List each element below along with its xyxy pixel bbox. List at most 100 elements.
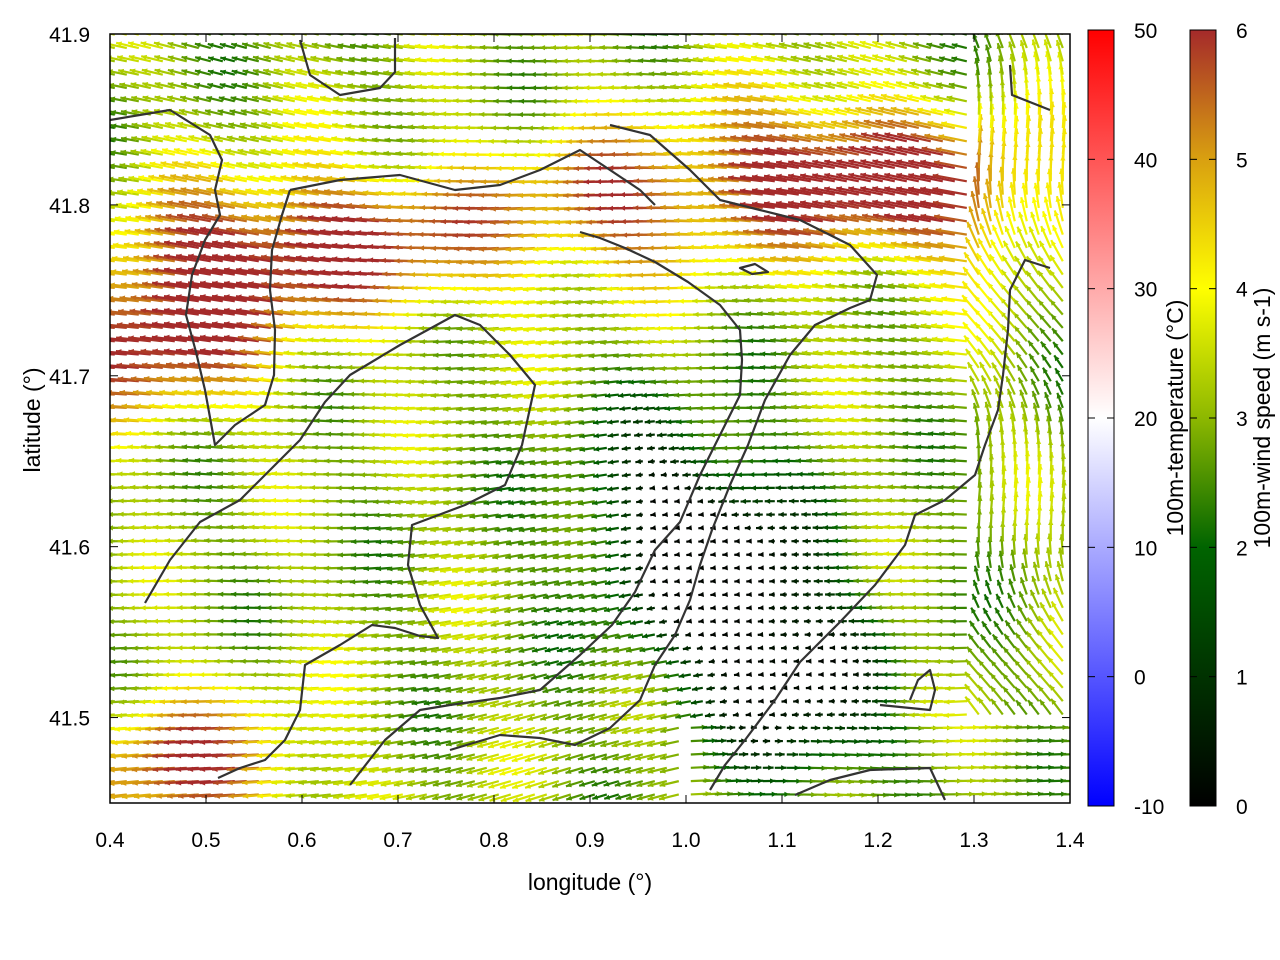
wind-arrow-head xyxy=(85,782,91,787)
wind-arrow-head xyxy=(500,783,506,789)
wind-arrow-head xyxy=(635,755,642,761)
wind-arrow-head xyxy=(838,711,845,718)
wind-arrow-head xyxy=(722,645,728,651)
wind-arrow-head xyxy=(217,618,224,624)
wind-arrow-head xyxy=(101,740,107,745)
wind-arrow-head xyxy=(622,675,629,681)
wind-arrow-head xyxy=(252,658,258,664)
wind-arrow-head xyxy=(478,715,484,721)
wind-arrow-head xyxy=(110,794,116,800)
wind-arrow-head xyxy=(1074,792,1079,797)
wind-arrow-head xyxy=(466,661,472,668)
wind-arrow-head xyxy=(920,685,927,691)
wind-arrow-head xyxy=(145,726,151,732)
wind-arrow-head xyxy=(187,766,194,772)
wind-arrow-head xyxy=(577,728,583,734)
wind-arrow-head xyxy=(721,738,727,744)
wind-arrow-head xyxy=(142,672,149,678)
wind-arrow-head xyxy=(722,631,728,637)
wind-arrow-head xyxy=(1026,631,1032,638)
wind-arrow-head xyxy=(368,768,375,774)
wind-arrow-head xyxy=(309,753,316,759)
wind-arrow-head xyxy=(746,658,752,664)
wind-arrow-head xyxy=(637,661,644,667)
wind-arrow-head xyxy=(862,698,868,704)
wind-arrow-head xyxy=(746,698,752,704)
wind-arrow-head xyxy=(343,673,349,679)
wind-arrow-head xyxy=(757,645,764,651)
wind-arrow-head xyxy=(358,633,364,639)
wind-arrow-head xyxy=(384,620,391,626)
wind-arrow-head xyxy=(589,661,596,667)
wind-arrow-head xyxy=(445,741,452,747)
wind-arrow-head xyxy=(445,754,452,760)
wind-arrow-head xyxy=(487,756,494,762)
wind-arrow-head xyxy=(710,724,717,731)
wind-arrow-head xyxy=(719,712,726,718)
wind-arrow-head xyxy=(911,631,917,638)
wind-arrow-head xyxy=(488,770,494,776)
wind-arrow-head xyxy=(384,700,391,706)
wind-arrow-head xyxy=(542,688,549,694)
wind-arrow-head xyxy=(200,726,207,732)
wind-arrow-head xyxy=(203,712,209,718)
wind-arrow-head xyxy=(333,780,339,786)
wind-arrow-head xyxy=(931,699,938,705)
wind-arrow-head xyxy=(567,674,574,680)
wind-arrow-head xyxy=(624,768,631,774)
wind-arrow-head xyxy=(454,661,461,667)
wind-arrow-head xyxy=(355,781,362,787)
wind-arrow-head xyxy=(489,716,496,722)
wind-arrow-head xyxy=(804,698,811,704)
wind-arrow-head xyxy=(526,729,533,735)
wind-arrow-head xyxy=(541,701,548,707)
wind-arrow-head xyxy=(948,645,955,651)
wind-arrow-head xyxy=(248,685,255,691)
wind-arrow-head xyxy=(434,754,441,760)
wind-arrow-head xyxy=(780,711,787,718)
wind-arrow-head xyxy=(946,672,952,678)
wind-arrow-head xyxy=(420,781,427,787)
wind-arrow-head xyxy=(625,781,632,787)
wind-arrow-head xyxy=(444,674,451,680)
wind-arrow-head xyxy=(455,674,462,681)
wind-arrow-head xyxy=(556,634,563,640)
wind-arrow-head xyxy=(332,740,339,746)
wind-arrow-head xyxy=(383,740,390,747)
wind-arrow-head xyxy=(333,794,339,800)
wind-arrow-head xyxy=(271,712,278,718)
wind-arrow-head xyxy=(320,740,327,746)
wind-arrow-head xyxy=(792,751,799,758)
wind-arrow-head xyxy=(544,647,551,653)
wind-arrow-head xyxy=(396,647,403,653)
wind-arrow-head xyxy=(590,755,596,761)
wind-arrow-head xyxy=(793,685,800,691)
wind-arrow-head xyxy=(660,754,666,761)
wind-arrow-head xyxy=(418,620,424,627)
wind-arrow-head xyxy=(227,780,233,786)
wind-arrow-head xyxy=(600,742,607,748)
wind-arrow-head xyxy=(769,671,776,678)
wind-arrow-head xyxy=(175,739,182,745)
wind-arrow-head xyxy=(850,631,856,638)
wind-arrow-head xyxy=(538,769,545,775)
wind-arrow-head xyxy=(677,686,683,692)
wind-arrow-head xyxy=(990,673,996,680)
wind-arrow-head xyxy=(977,672,984,679)
wind-arrow-head xyxy=(423,700,430,706)
wind-arrow-head xyxy=(256,766,263,772)
wind-arrow-head xyxy=(555,674,562,680)
wind-arrow-head xyxy=(165,631,171,638)
wind-arrow-head xyxy=(551,756,558,762)
wind-arrow-head xyxy=(531,647,538,653)
wind-arrow-head xyxy=(840,698,846,704)
wind-arrow-head xyxy=(310,780,317,786)
wind-arrow-head xyxy=(730,738,737,744)
wind-arrow-head xyxy=(319,713,325,719)
wind-arrow-head xyxy=(212,780,219,786)
wind-arrow-head xyxy=(308,740,315,746)
wind-arrow-head xyxy=(370,646,377,653)
wind-arrow-head xyxy=(707,672,714,678)
wind-arrow-head xyxy=(524,770,531,776)
